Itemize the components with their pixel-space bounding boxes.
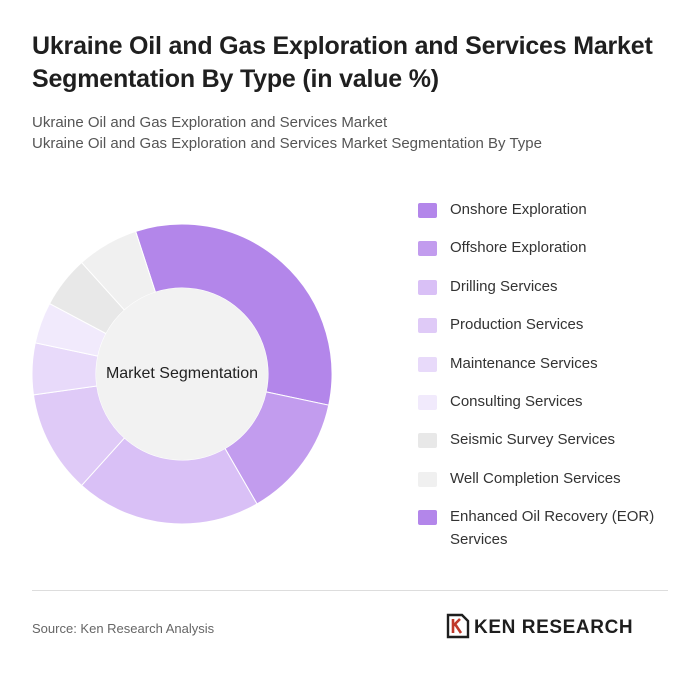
legend-label: Enhanced Oil Recovery (EOR) Services xyxy=(450,508,655,548)
center-label: Market Segmentation xyxy=(106,365,258,382)
ken-research-logo-icon xyxy=(446,613,470,644)
donut-slices xyxy=(31,223,333,525)
subtitle-line-2: Ukraine Oil and Gas Exploration and Serv… xyxy=(32,135,542,152)
footer-divider xyxy=(32,590,668,591)
legend-item: Well Completion Services xyxy=(418,467,700,490)
legend-swatch xyxy=(418,318,437,333)
donut-center xyxy=(96,288,268,460)
source-note: Source: Ken Research Analysis xyxy=(32,621,215,636)
ken-research-logo-text: KEN RESEARCH xyxy=(474,617,634,638)
ken-research-logo: KEN RESEARCH xyxy=(446,612,633,644)
legend-label: Offshore Exploration xyxy=(450,239,587,256)
chart-title: Ukraine Oil and Gas Exploration and Serv… xyxy=(32,32,653,93)
legend-label: Maintenance Services xyxy=(450,355,598,372)
legend-label: Seismic Survey Services xyxy=(450,431,616,448)
legend-swatch xyxy=(418,357,437,372)
legend-swatch xyxy=(418,433,437,448)
legend-label: Drilling Services xyxy=(450,278,558,295)
legend-swatch xyxy=(418,472,437,487)
legend-item: Seismic Survey Services xyxy=(418,428,700,451)
legend-label: Well Completion Services xyxy=(450,470,621,487)
legend-item: Consulting Services xyxy=(418,390,700,413)
legend-swatch xyxy=(418,241,437,256)
legend-swatch xyxy=(418,203,437,218)
legend-swatch xyxy=(418,510,437,525)
legend-label: Consulting Services xyxy=(450,393,583,410)
legend-item: Drilling Services xyxy=(418,275,700,298)
legend-item: Maintenance Services xyxy=(418,352,700,375)
legend-label: Onshore Exploration xyxy=(450,201,587,218)
subtitle-line-1: Ukraine Oil and Gas Exploration and Serv… xyxy=(32,114,388,131)
legend-swatch xyxy=(418,395,437,410)
chart-subtitle: Ukraine Oil and Gas Exploration and Serv… xyxy=(32,112,672,154)
legend-item: Offshore Exploration xyxy=(418,236,700,259)
legend-swatch xyxy=(418,280,437,295)
legend-item: Enhanced Oil Recovery (EOR) Services xyxy=(418,505,700,551)
legend-item: Onshore Exploration xyxy=(418,198,700,221)
legend-label: Production Services xyxy=(450,316,584,333)
legend-item: Production Services xyxy=(418,313,700,336)
